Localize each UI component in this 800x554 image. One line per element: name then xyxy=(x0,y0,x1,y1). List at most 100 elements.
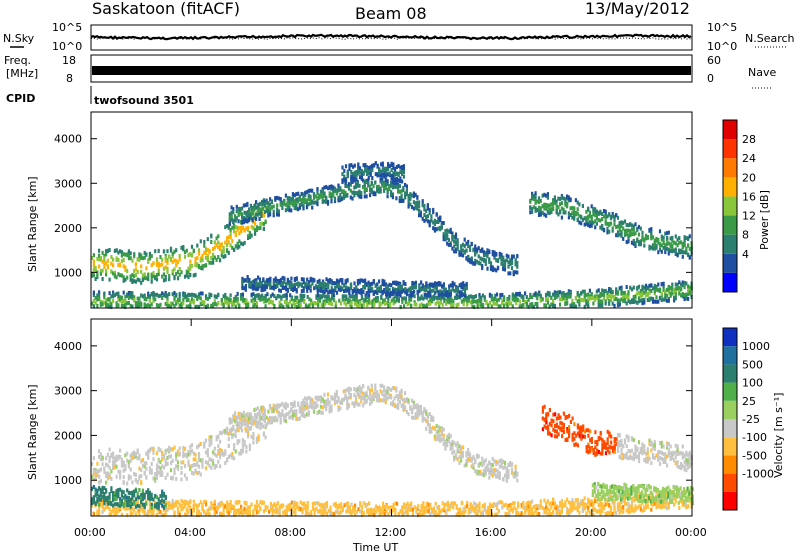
range-cell xyxy=(590,220,593,225)
range-cell xyxy=(402,188,405,192)
range-cell xyxy=(489,471,493,476)
range-cell xyxy=(629,229,632,234)
range-cell xyxy=(423,207,426,212)
range-cell xyxy=(244,418,247,423)
range-cell xyxy=(358,395,361,399)
range-cell xyxy=(161,274,164,279)
range-cell xyxy=(206,303,209,308)
range-cell xyxy=(414,201,417,206)
range-cell xyxy=(488,259,491,264)
range-cell xyxy=(189,300,192,305)
range-cell xyxy=(611,214,614,219)
range-cell xyxy=(390,176,393,181)
range-cell xyxy=(477,462,480,467)
range-cell xyxy=(374,172,377,177)
range-cell xyxy=(532,193,535,198)
range-cell xyxy=(290,201,293,206)
range-cell xyxy=(583,289,586,294)
range-cell xyxy=(212,252,215,257)
range-cell xyxy=(627,228,630,233)
range-cell xyxy=(318,285,321,290)
range-cell xyxy=(555,203,558,208)
range-cell xyxy=(453,440,456,445)
range-cell xyxy=(402,280,405,285)
range-cell xyxy=(387,299,390,304)
range-cell xyxy=(456,238,459,243)
range-cell xyxy=(98,449,101,454)
range-cell xyxy=(353,393,356,398)
range-cell xyxy=(383,288,386,292)
range-cell xyxy=(168,454,171,459)
range-cell xyxy=(161,296,164,300)
range-cell xyxy=(166,260,169,265)
range-cell xyxy=(321,281,325,286)
range-cell xyxy=(399,165,402,170)
range-cell xyxy=(168,448,171,453)
range-cell xyxy=(516,471,519,476)
range-cell xyxy=(289,293,292,298)
range-cell xyxy=(255,418,258,423)
range-cell xyxy=(106,258,109,263)
range-cell xyxy=(141,463,144,468)
range-cell xyxy=(173,258,176,263)
range-cell xyxy=(91,256,94,260)
range-cell xyxy=(516,270,519,275)
range-cell xyxy=(622,220,625,225)
range-cell xyxy=(272,278,275,283)
range-cell xyxy=(372,291,375,296)
range-cell xyxy=(629,222,632,227)
range-cell xyxy=(295,206,298,211)
range-cell xyxy=(185,476,188,481)
range-cell xyxy=(678,236,681,240)
range-cell xyxy=(283,404,286,409)
range-cell xyxy=(436,296,439,301)
range-cell xyxy=(425,285,428,290)
noise-search-label: N.Search xyxy=(745,32,795,45)
range-cell xyxy=(178,294,181,299)
range-cell xyxy=(270,199,273,204)
range-cell xyxy=(168,277,171,282)
range-cell xyxy=(641,284,644,289)
range-cell xyxy=(402,166,405,171)
range-cell xyxy=(236,241,239,246)
range-cell xyxy=(428,425,431,430)
range-cell xyxy=(224,428,227,433)
range-cell xyxy=(648,296,651,301)
range-cell xyxy=(178,257,181,262)
range-cell xyxy=(246,219,249,224)
range-cell xyxy=(383,184,386,189)
range-cell xyxy=(150,275,153,280)
range-cell xyxy=(444,229,447,234)
range-cell xyxy=(429,293,432,298)
range-cell xyxy=(171,269,174,274)
range-cell xyxy=(454,235,458,240)
range-cell xyxy=(387,167,390,172)
range-cell xyxy=(353,401,356,406)
range-cell xyxy=(643,298,646,303)
range-cell xyxy=(300,407,303,412)
range-cell xyxy=(232,207,235,212)
range-cell xyxy=(456,441,459,446)
range-cell xyxy=(653,286,656,291)
range-cell xyxy=(371,168,374,173)
range-cell xyxy=(536,296,539,301)
range-cell xyxy=(96,273,99,278)
range-cell xyxy=(344,388,347,393)
range-cell xyxy=(615,442,618,446)
range-cell xyxy=(402,402,405,407)
range-cell xyxy=(364,163,367,167)
range-cell xyxy=(305,198,309,203)
range-cell xyxy=(313,278,316,283)
range-cell xyxy=(385,292,388,297)
range-cell xyxy=(367,395,370,400)
range-cell xyxy=(666,298,669,303)
range-cell xyxy=(674,287,677,292)
range-cell xyxy=(279,403,282,408)
range-cell xyxy=(110,301,113,306)
range-cell xyxy=(363,189,366,194)
range-cell xyxy=(457,302,460,307)
range-cell xyxy=(641,287,644,292)
range-cell xyxy=(353,296,357,301)
range-cell xyxy=(660,237,663,242)
range-cell xyxy=(613,445,616,450)
